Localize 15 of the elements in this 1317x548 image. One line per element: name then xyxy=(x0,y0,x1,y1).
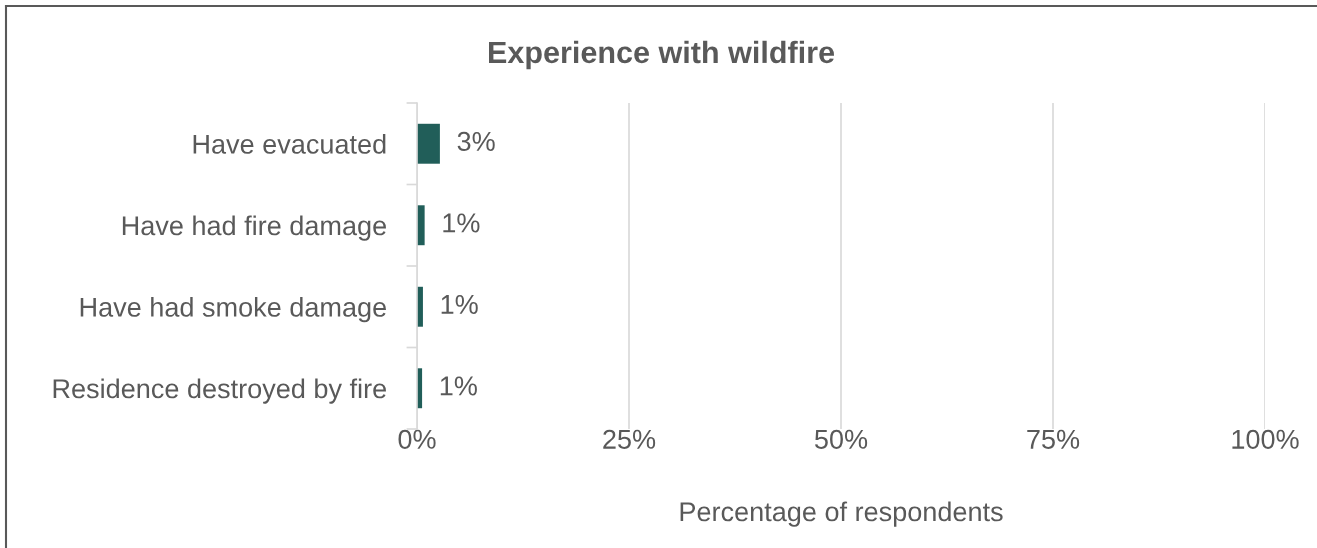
y-tick-label: Have had smoke damage xyxy=(80,296,386,323)
data-label: 1% xyxy=(443,213,480,233)
x-axis-title: Percentage of respondents xyxy=(680,501,1003,527)
x-tick-label: 25% xyxy=(603,429,656,449)
data-label: 3% xyxy=(457,131,495,152)
y-tick-label: Residence destroyed by fire xyxy=(53,378,386,404)
y-tick-label: Have evacuated xyxy=(193,133,386,154)
data-label: 1% xyxy=(440,376,477,396)
chart-title: Experience with wildfire xyxy=(489,40,835,70)
x-tick-label: 75% xyxy=(1027,429,1080,449)
x-tick-label: 100% xyxy=(1232,429,1299,449)
x-tick-label: 50% xyxy=(814,429,868,449)
y-tick-label: Have had fire damage xyxy=(122,215,386,241)
data-label: 1% xyxy=(441,294,478,314)
x-tick-label: 0% xyxy=(398,429,436,449)
